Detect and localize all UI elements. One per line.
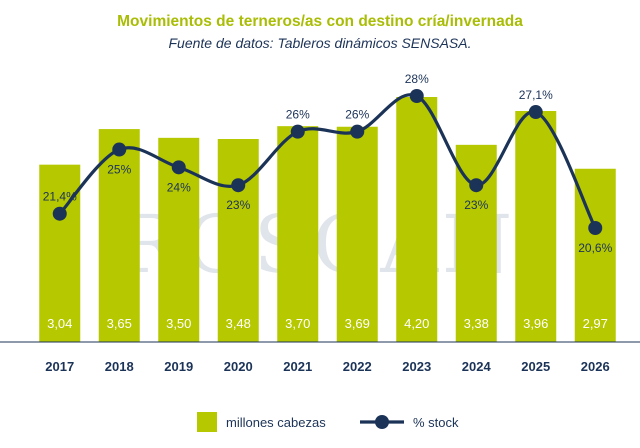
stock-point-2025 (528, 105, 543, 120)
bar-label-2025: 3,96 (523, 316, 548, 331)
stock-point-2018 (112, 142, 127, 157)
x-tick-2021: 2021 (283, 359, 312, 374)
stock-label-2019: 24% (167, 180, 191, 194)
chart-title: Movimientos de terneros/as con destino c… (117, 13, 523, 30)
x-tick-2019: 2019 (164, 359, 193, 374)
stock-label-2023: 28% (405, 72, 429, 86)
stock-label-2018: 25% (107, 163, 131, 177)
x-tick-2017: 2017 (45, 359, 74, 374)
stock-label-2025: 27,1% (519, 88, 553, 102)
stock-label-2021: 26% (286, 108, 310, 122)
bar-2022 (336, 126, 378, 342)
stock-point-2019 (171, 160, 186, 175)
bar-2021 (277, 126, 319, 343)
x-tick-2020: 2020 (224, 359, 253, 374)
legend-label-bars: millones cabezas (226, 415, 326, 430)
x-tick-2023: 2023 (402, 359, 431, 374)
bar-label-2021: 3,70 (285, 316, 310, 331)
x-tick-2024: 2024 (462, 359, 492, 374)
stock-label-2024: 23% (464, 198, 488, 212)
bar-label-2023: 4,20 (404, 316, 429, 331)
bar-label-2020: 3,48 (226, 316, 251, 331)
stock-label-2026: 20,6% (578, 241, 612, 255)
legend-label-stock: % stock (413, 415, 459, 430)
stock-label-2020: 23% (226, 198, 250, 212)
legend-marker-stock (375, 415, 389, 429)
bar-label-2018: 3,65 (107, 316, 132, 331)
bar-2020 (217, 139, 259, 342)
bar-2023 (396, 97, 438, 342)
x-tick-2026: 2026 (581, 359, 610, 374)
stock-point-2020 (231, 178, 246, 193)
bar-label-2017: 3,04 (47, 316, 72, 331)
stock-label-2017: 21,4% (43, 190, 77, 204)
stock-point-2023 (409, 89, 424, 103)
stock-point-2024 (469, 178, 484, 193)
x-tick-2025: 2025 (521, 359, 550, 374)
stock-point-2021 (290, 124, 305, 139)
bar-label-2026: 2,97 (583, 316, 608, 331)
x-tick-2018: 2018 (105, 359, 134, 374)
legend-swatch-bars (197, 412, 217, 432)
stock-point-2026 (588, 221, 603, 235)
bar-label-2024: 3,38 (464, 316, 489, 331)
x-tick-2022: 2022 (343, 359, 372, 374)
bar-2018 (98, 129, 140, 342)
bar-label-2019: 3,50 (166, 316, 191, 331)
stock-point-2017 (52, 206, 67, 221)
bar-label-2022: 3,69 (345, 316, 370, 331)
chart-subtitle: Fuente de datos: Tableros dinámicos SENS… (168, 35, 472, 51)
stock-label-2022: 26% (345, 108, 369, 122)
stock-point-2022 (350, 124, 365, 139)
bar-2025 (515, 111, 557, 342)
